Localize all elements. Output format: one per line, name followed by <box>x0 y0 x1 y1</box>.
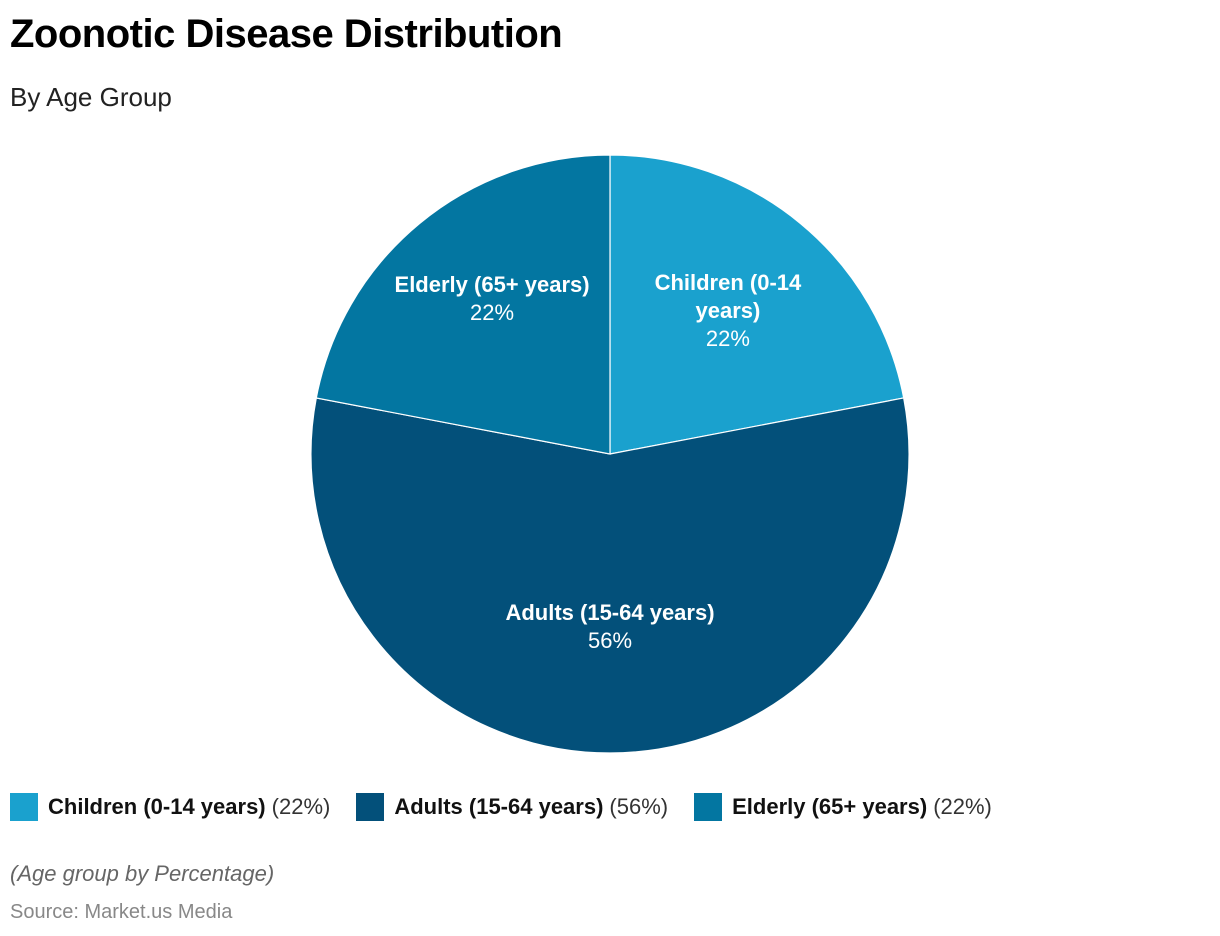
legend-label: Children (0-14 years) <box>48 794 266 819</box>
chart-note: (Age group by Percentage) <box>10 861 275 886</box>
pie-slice-1[interactable] <box>310 397 910 754</box>
slice-label: Adults (15-64 years) 56% <box>505 599 714 655</box>
legend-swatch <box>10 793 38 821</box>
legend-swatch <box>356 793 385 821</box>
slice-label: Children (0-14 years) 22% <box>643 269 813 353</box>
legend-item-elderly[interactable]: Elderly (65+ years) (22%) <box>694 793 992 821</box>
pie-slice-2[interactable] <box>315 154 611 455</box>
legend-item-adults[interactable]: Adults (15-64 years) (56%) <box>356 793 668 821</box>
slice-label-value: 22% <box>705 326 750 352</box>
legend-value: (22%) <box>271 794 331 819</box>
legend-value: (22%) <box>933 794 992 819</box>
pie-slice-0[interactable] <box>609 154 905 455</box>
slice-label-name: Elderly (65+ years) <box>394 272 590 298</box>
slice-label-name: Children (0-14 years) <box>654 270 802 324</box>
slice-label: Elderly (65+ years) 22% <box>395 271 590 327</box>
slice-label-value: 56% <box>587 628 633 653</box>
legend-label: Elderly (65+ years) <box>732 794 928 819</box>
pie-chart <box>310 154 910 754</box>
legend: Children (0-14 years) (22%) Adults (15-6… <box>10 793 992 821</box>
legend-label: Adults (15-64 years) <box>394 794 604 819</box>
legend-value: (56%) <box>609 794 669 819</box>
chart-source: Source: Market.us Media <box>10 901 233 923</box>
chart-subtitle: By Age Group <box>10 82 172 112</box>
slice-label-name: Adults (15-64 years) <box>505 600 715 625</box>
chart-title: Zoonotic Disease Distribution <box>10 12 563 56</box>
slice-label-value: 22% <box>470 300 515 326</box>
legend-swatch <box>694 793 723 821</box>
legend-item-children[interactable]: Children (0-14 years) (22%) <box>10 793 330 821</box>
